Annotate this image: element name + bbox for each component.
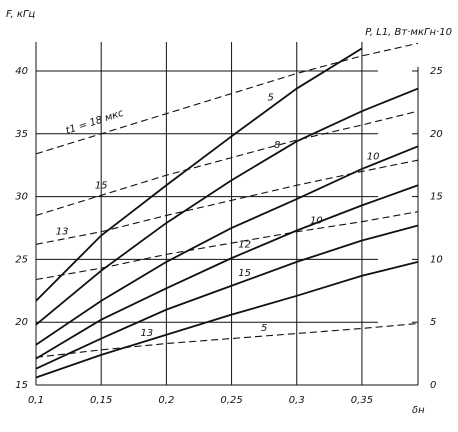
y2-tick-label: 20: [430, 129, 443, 140]
data-line: [35, 87, 419, 326]
y2-tick-label: 15: [430, 192, 443, 203]
data-line: [35, 159, 419, 245]
line-label: 5: [261, 323, 267, 334]
data-line: [35, 211, 419, 281]
x-tick-label: 0,15: [90, 395, 112, 406]
data-line: [35, 42, 419, 155]
y2-tick-label: 0: [430, 380, 436, 391]
x-tick-label: 0,1: [28, 395, 44, 406]
y-tick-label: 25: [15, 254, 28, 265]
y-tick-label: 20: [15, 317, 28, 328]
y-tick-label: 15: [15, 380, 28, 391]
x-tick-label: 0,35: [351, 395, 373, 406]
y-tick-label: 30: [15, 192, 28, 203]
y2-tick-label: 5: [430, 317, 436, 328]
line-label: 15: [238, 268, 251, 279]
y-tick-label: 35: [15, 129, 28, 140]
line-label: 13: [140, 328, 153, 339]
line-label: t1 = 18 мкс: [65, 108, 126, 137]
data-line: [35, 145, 419, 346]
data-line: [35, 261, 419, 379]
data-line: [35, 47, 363, 302]
data-line: [35, 322, 419, 358]
line-label: 10: [367, 151, 380, 162]
line-label: 8: [274, 140, 280, 151]
line-label: 5: [267, 93, 273, 104]
line-label: 12: [238, 240, 251, 251]
x-tick-label: 0,3: [289, 395, 305, 406]
line-label: 15: [95, 180, 108, 191]
y-axis-label: F, кГц: [6, 9, 35, 20]
y2-axis-label: P, L1, Вт·мкГн·10: [365, 27, 452, 38]
y2-tick-label: 25: [430, 66, 443, 77]
data-line: [35, 184, 419, 360]
line-label: 10: [310, 216, 323, 227]
line-label: 13: [56, 226, 69, 237]
data-line: [35, 110, 419, 216]
y-tick-label: 40: [15, 66, 28, 77]
x-axis-label: δн: [412, 405, 425, 416]
data-line: [35, 224, 419, 370]
y2-tick-label: 10: [430, 254, 443, 265]
x-tick-label: 0,25: [220, 395, 242, 406]
x-tick-label: 0,2: [158, 395, 174, 406]
